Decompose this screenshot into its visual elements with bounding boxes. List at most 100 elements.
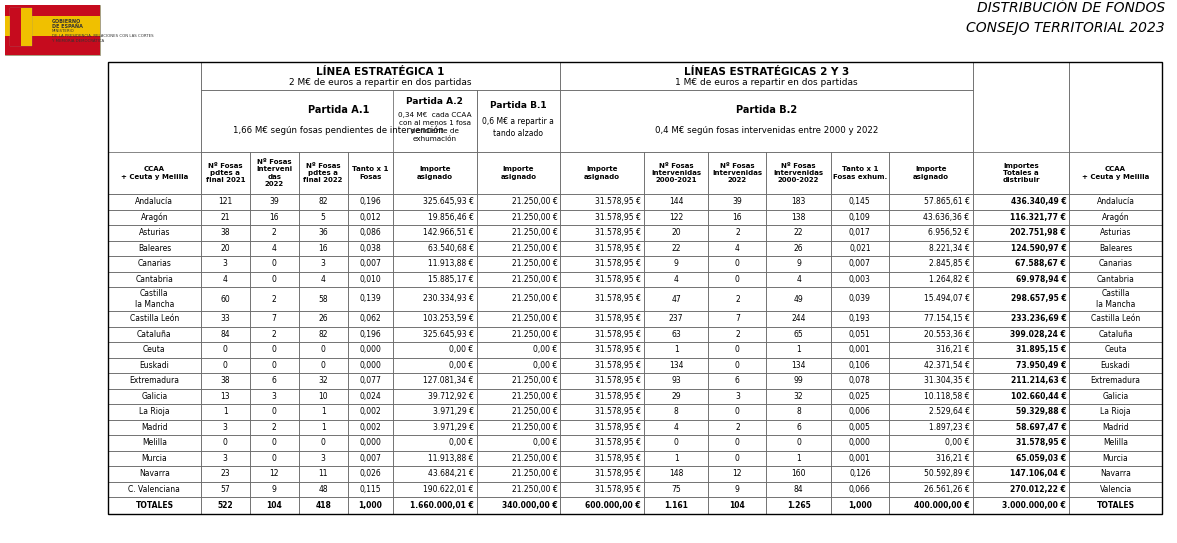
Text: 0,024: 0,024 [359, 392, 381, 401]
Bar [347, 342, 393, 357]
Text: 0: 0 [734, 259, 740, 268]
Bar [889, 342, 972, 357]
Text: Cantabria: Cantabria [135, 275, 173, 284]
Bar [644, 326, 709, 342]
Bar [250, 404, 299, 420]
Text: 31.578,95 €: 31.578,95 € [596, 361, 641, 370]
Text: 2: 2 [272, 228, 277, 237]
Text: 1: 1 [321, 423, 326, 432]
Bar [250, 342, 299, 357]
Bar [347, 152, 393, 194]
Bar [709, 287, 766, 311]
Bar [108, 451, 201, 466]
Text: 2: 2 [736, 228, 740, 237]
Bar [766, 210, 831, 225]
Bar [831, 451, 889, 466]
Bar [477, 404, 560, 420]
Bar [1069, 210, 1162, 225]
Text: 1.265: 1.265 [786, 501, 811, 510]
Text: 31.578,95 €: 31.578,95 € [1016, 438, 1066, 447]
Text: 6: 6 [796, 423, 802, 432]
Bar [831, 388, 889, 404]
Bar [1069, 497, 1162, 514]
Text: Galicia: Galicia [141, 392, 167, 401]
Bar [201, 210, 250, 225]
Bar [560, 435, 644, 451]
Bar [299, 152, 347, 194]
Bar [831, 466, 889, 482]
Bar [347, 388, 393, 404]
Text: 0,007: 0,007 [359, 259, 381, 268]
Bar [5, 16, 100, 36]
Bar [972, 342, 1069, 357]
Text: 84: 84 [220, 330, 230, 339]
Bar [347, 311, 393, 326]
Bar [393, 194, 477, 210]
Text: 0: 0 [796, 438, 802, 447]
Text: 57: 57 [220, 485, 231, 494]
Bar [889, 482, 972, 497]
Bar [644, 311, 709, 326]
Bar [201, 420, 250, 435]
Bar [250, 388, 299, 404]
Text: 0,077: 0,077 [359, 376, 381, 385]
Text: 26: 26 [318, 314, 328, 323]
Bar [299, 357, 347, 373]
Text: 0,051: 0,051 [849, 330, 871, 339]
Bar [644, 241, 709, 256]
Text: 0: 0 [673, 438, 679, 447]
Text: 6.956,52 €: 6.956,52 € [929, 228, 970, 237]
Bar [889, 420, 972, 435]
Bar [560, 62, 972, 90]
Text: 29: 29 [671, 392, 681, 401]
Bar [1069, 451, 1162, 466]
Text: Castilla León: Castilla León [1091, 314, 1141, 323]
Text: 325.645,93 €: 325.645,93 € [423, 330, 473, 339]
Bar [766, 388, 831, 404]
Bar [1069, 420, 1162, 435]
Text: 0,002: 0,002 [359, 407, 381, 416]
Bar [201, 497, 250, 514]
Bar [299, 194, 347, 210]
Text: Aragón: Aragón [140, 212, 168, 222]
Bar [766, 404, 831, 420]
Text: 436.340,49 €: 436.340,49 € [1011, 197, 1066, 206]
Text: 3: 3 [222, 454, 227, 463]
Text: 4: 4 [673, 275, 679, 284]
Text: 121: 121 [218, 197, 232, 206]
Bar [299, 272, 347, 287]
Bar [831, 241, 889, 256]
Text: 6: 6 [734, 376, 740, 385]
Bar [393, 152, 477, 194]
Text: 0,4 M€ según fosas intervenidas entre 2000 y 2022: 0,4 M€ según fosas intervenidas entre 20… [654, 126, 878, 135]
Text: 400.000,00 €: 400.000,00 € [915, 501, 970, 510]
Bar [972, 373, 1069, 388]
Bar [477, 326, 560, 342]
Bar [9, 8, 21, 46]
Bar [889, 451, 972, 466]
Bar [201, 311, 250, 326]
Text: 49: 49 [793, 294, 804, 304]
Text: Andalucía: Andalucía [135, 197, 173, 206]
Bar [766, 225, 831, 241]
Bar [644, 342, 709, 357]
Bar [972, 357, 1069, 373]
Text: 0,109: 0,109 [849, 213, 871, 222]
Text: 0,139: 0,139 [359, 294, 381, 304]
Text: Tanto x 1
Fosas exhum.: Tanto x 1 Fosas exhum. [832, 166, 887, 180]
Text: 8: 8 [674, 407, 679, 416]
Bar [299, 342, 347, 357]
Text: 57.865,61 €: 57.865,61 € [924, 197, 970, 206]
Bar [560, 466, 644, 482]
Text: Nº Fosas
Intervenidas
2022: Nº Fosas Intervenidas 2022 [712, 163, 763, 183]
Bar [108, 482, 201, 497]
Text: 21.250,00 €: 21.250,00 € [512, 376, 557, 385]
Text: 3: 3 [734, 392, 740, 401]
Text: 183: 183 [791, 197, 806, 206]
Text: 21.250,00 €: 21.250,00 € [512, 485, 557, 494]
Bar [201, 62, 560, 90]
Bar [831, 210, 889, 225]
Bar [477, 373, 560, 388]
Text: 244: 244 [791, 314, 806, 323]
Text: 147.106,04 €: 147.106,04 € [1011, 469, 1066, 478]
